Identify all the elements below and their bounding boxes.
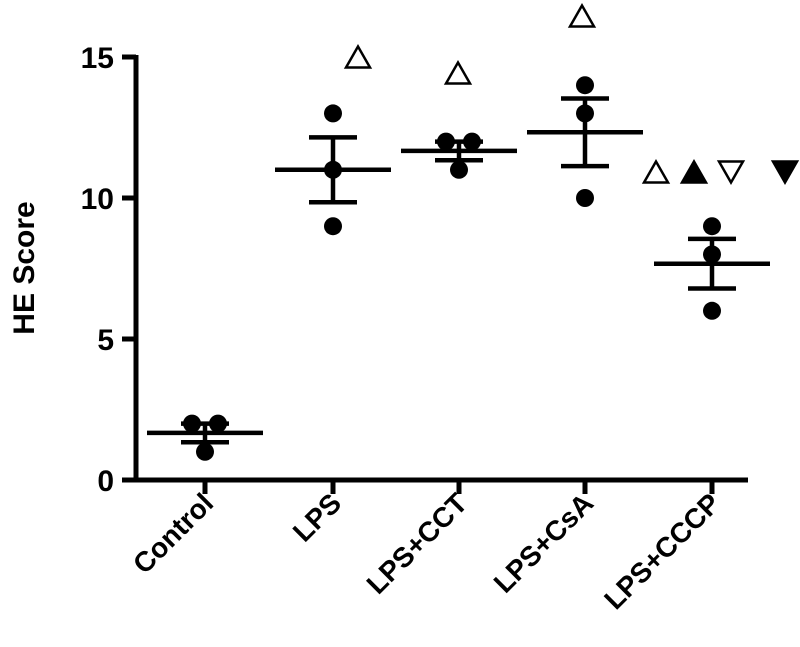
y-tick-label: 5 <box>97 324 114 357</box>
y-tick-label: 10 <box>81 183 114 216</box>
x-tick-label: Control <box>127 487 219 579</box>
data-point <box>576 76 594 95</box>
filled-triangle-up-marker <box>679 158 709 184</box>
data-point <box>450 160 468 179</box>
data-point <box>324 217 342 236</box>
open-triangle-up-marker <box>343 43 373 69</box>
y-tick-label: 0 <box>97 465 114 498</box>
y-axis-label: HE Score <box>8 201 41 334</box>
data-point <box>196 442 214 461</box>
data-point <box>324 104 342 123</box>
chart-marks <box>147 76 770 461</box>
open-triangle-up-marker <box>641 158 671 184</box>
data-point <box>576 189 594 207</box>
x-tick-label: LPS+CCT <box>361 487 474 600</box>
x-tick-label: LPS+CsA <box>488 487 600 599</box>
x-tick-label: LPS+CCCP <box>598 487 726 615</box>
data-point <box>703 217 721 236</box>
open-triangle-down-marker <box>716 160 746 186</box>
y-tick-label: 15 <box>81 42 114 75</box>
open-triangle-up-marker <box>567 2 597 28</box>
data-point <box>703 301 721 320</box>
x-tick-label: LPS <box>287 487 347 547</box>
filled-triangle-down-marker <box>770 160 800 186</box>
significance-markers <box>343 2 800 186</box>
open-triangle-up-marker <box>443 59 473 85</box>
